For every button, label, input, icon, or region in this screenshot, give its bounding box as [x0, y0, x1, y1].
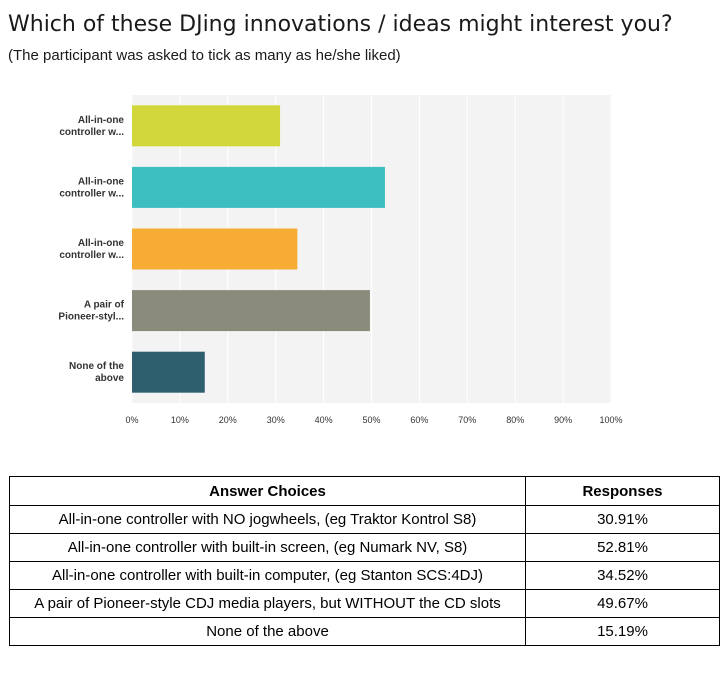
response-value: 15.19%	[525, 617, 720, 646]
page-subtitle: (The participant was asked to tick as ma…	[8, 47, 401, 64]
x-tick-label: 60%	[410, 415, 428, 425]
x-tick-label: 20%	[219, 415, 237, 425]
x-tick-label: 10%	[171, 415, 189, 425]
category-label: above	[95, 373, 124, 384]
category-label: None of the	[69, 361, 124, 372]
answer-choice: All-in-one controller with built-in scre…	[9, 533, 526, 562]
category-label: controller w...	[59, 250, 124, 261]
category-label: A pair of	[84, 300, 125, 311]
answer-choice: All-in-one controller with built-in comp…	[9, 561, 526, 590]
category-label: All-in-one	[78, 115, 125, 126]
bar-chart: 0% 10% 20% 30% 40% 50% 60% 70% 80% 90% 100% All-in-…	[58, 95, 623, 425]
category-label: All-in-one	[78, 176, 125, 187]
bar	[132, 290, 370, 332]
answer-choice: A pair of Pioneer-style CDJ media player…	[9, 589, 526, 618]
bar	[132, 351, 205, 393]
table-row: A pair of Pioneer-style CDJ media player…	[9, 589, 720, 618]
x-tick-label: 90%	[554, 415, 572, 425]
table-row: None of the above 15.19%	[9, 617, 720, 646]
category-label: controller w...	[59, 127, 124, 138]
x-tick-label: 30%	[267, 415, 285, 425]
x-tick-label: 0%	[125, 415, 138, 425]
bar	[132, 166, 385, 208]
category-label: All-in-one	[78, 238, 125, 249]
answer-choice: All-in-one controller with NO jogwheels,…	[9, 505, 526, 534]
answers-table: Answer Choices Responses All-in-one cont…	[9, 476, 720, 646]
response-value: 52.81%	[525, 533, 720, 562]
x-tick-label: 50%	[362, 415, 380, 425]
response-value: 49.67%	[525, 589, 720, 618]
header-responses: Responses	[525, 476, 720, 506]
table-row: All-in-one controller with NO jogwheels,…	[9, 505, 720, 534]
x-tick-label: 70%	[458, 415, 476, 425]
bar	[132, 228, 298, 270]
category-label: Pioneer-styl...	[58, 312, 124, 323]
x-tick-label: 100%	[599, 415, 622, 425]
bar	[132, 105, 281, 147]
x-tick-label: 80%	[506, 415, 524, 425]
page-title: Which of these DJing innovations / ideas…	[8, 12, 673, 37]
table-header-row: Answer Choices Responses	[9, 476, 720, 506]
answer-choice: None of the above	[9, 617, 526, 646]
table-row: All-in-one controller with built-in scre…	[9, 533, 720, 562]
x-tick-label: 40%	[315, 415, 333, 425]
header-answer-choices: Answer Choices	[9, 476, 526, 506]
response-value: 34.52%	[525, 561, 720, 590]
table-row: All-in-one controller with built-in comp…	[9, 561, 720, 590]
response-value: 30.91%	[525, 505, 720, 534]
category-label: controller w...	[59, 188, 124, 199]
